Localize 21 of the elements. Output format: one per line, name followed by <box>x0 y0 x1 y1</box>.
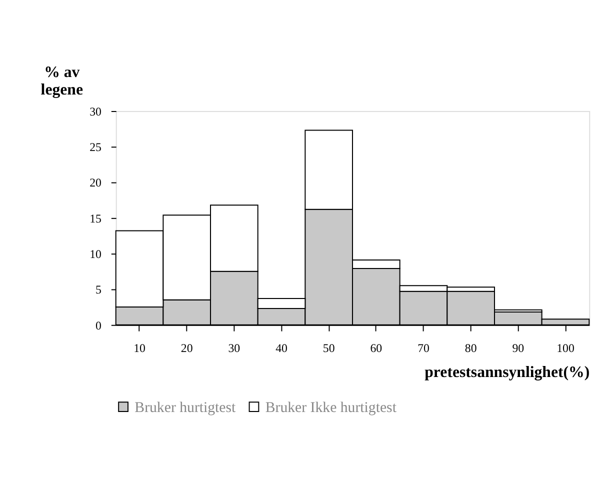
x-tick-label: 60 <box>370 341 382 356</box>
x-tick-label: 80 <box>464 341 477 356</box>
y-tick-label: 20 <box>90 176 102 190</box>
legend-label: Bruker hurtigtest <box>134 400 237 416</box>
x-tick-label: 90 <box>512 341 524 356</box>
x-tick-label: 30 <box>228 341 240 356</box>
x-tick-label: 50 <box>322 341 335 356</box>
x-axis-title: pretestsannsynlighet(%) <box>424 364 590 381</box>
y-tick-label: 30 <box>90 104 102 118</box>
legend-label: Bruker Ikke hurtigtest <box>265 400 398 416</box>
x-tick-label: 20 <box>180 341 193 356</box>
y-tick-label: 10 <box>90 247 102 262</box>
y-tick-label: 15 <box>90 211 102 226</box>
y-tick-label: 0 <box>96 318 102 332</box>
x-tick-label: 100 <box>556 341 574 356</box>
x-tick-label: 10 <box>134 341 146 356</box>
y-tick-label: 25 <box>90 140 102 154</box>
y-axis-title: % av legene <box>40 64 83 99</box>
y-tick-label: 5 <box>96 282 102 297</box>
x-tick-label: 40 <box>276 341 288 356</box>
x-tick-label: 70 <box>418 341 430 356</box>
